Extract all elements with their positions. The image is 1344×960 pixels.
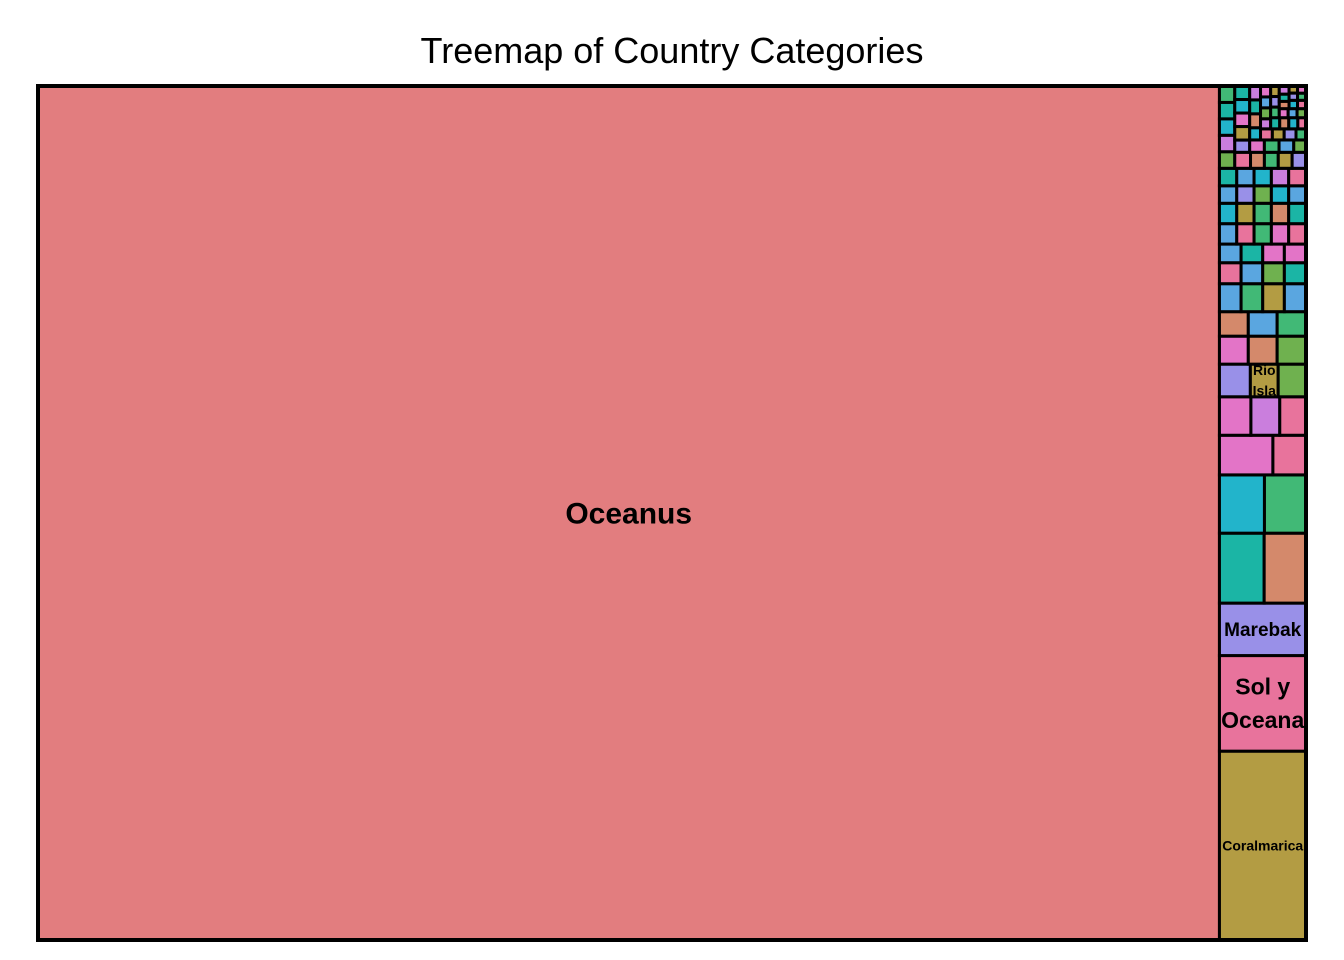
tile-item-14 xyxy=(1217,362,1252,399)
tile-item-29 xyxy=(1282,261,1308,286)
tile-item-23 xyxy=(1239,282,1265,314)
tile-item-42 xyxy=(1269,201,1291,226)
tile-item-73 xyxy=(1248,84,1263,102)
tile-item-18 xyxy=(1275,334,1308,366)
tile-item-57 xyxy=(1217,133,1237,154)
tile-item-43 xyxy=(1287,201,1308,226)
tile-item-41 xyxy=(1252,201,1273,226)
label-rio-isla: Rio Isla xyxy=(1253,362,1277,398)
tile-item-79 xyxy=(1282,127,1298,142)
treemap-tiles xyxy=(36,84,1308,942)
tile-item-44 xyxy=(1217,184,1239,205)
tile-item-74 xyxy=(1248,98,1263,116)
tile-item-78 xyxy=(1270,127,1286,142)
tile-item-68 xyxy=(1233,138,1252,154)
tile-item-63 xyxy=(1290,150,1308,170)
tile-item-27 xyxy=(1239,261,1265,286)
tile-item-39 xyxy=(1217,201,1239,226)
tile-item-9 xyxy=(1249,395,1282,437)
tile-item-59 xyxy=(1233,150,1253,170)
plot-frame xyxy=(36,84,1308,942)
tile-item-26 xyxy=(1217,261,1243,286)
tile-item-17 xyxy=(1246,334,1279,366)
tile-item-46 xyxy=(1252,184,1273,205)
tile-item-51 xyxy=(1252,166,1273,188)
tile-item-77 xyxy=(1259,127,1274,142)
tile-item-76 xyxy=(1248,126,1263,142)
tile-item-56 xyxy=(1217,117,1237,137)
tile-item-58 xyxy=(1217,150,1237,170)
tile-item-64 xyxy=(1233,84,1252,102)
tile-sol-y-oceana xyxy=(1217,654,1308,753)
tile-item-25 xyxy=(1282,282,1308,314)
label-coralmarica: Coralmarica xyxy=(1222,837,1303,853)
tile-item-66 xyxy=(1233,111,1252,129)
tile-item-28 xyxy=(1261,261,1286,286)
tile-item-61 xyxy=(1262,150,1280,170)
tile-item-5 xyxy=(1217,531,1266,605)
tile-item-32 xyxy=(1261,242,1286,265)
tile-item-83 xyxy=(1259,106,1273,121)
tile-item-71 xyxy=(1277,138,1296,154)
tile-item-65 xyxy=(1233,98,1252,115)
label-oceanus: Oceanus xyxy=(565,498,692,531)
tile-item-33 xyxy=(1282,242,1308,265)
tile-item-75 xyxy=(1248,112,1263,130)
tile-item-20 xyxy=(1246,310,1279,338)
tile-item-69 xyxy=(1248,138,1266,154)
tile-item-6 xyxy=(1217,473,1266,535)
tile-item-12 xyxy=(1271,433,1308,477)
tile-item-35 xyxy=(1235,222,1256,246)
tile-item-60 xyxy=(1249,150,1266,170)
tile-oceanus xyxy=(36,84,1221,942)
tile-item-49 xyxy=(1217,166,1239,188)
tile-item-48 xyxy=(1287,184,1308,205)
tile-item-31 xyxy=(1239,242,1265,265)
tile-item-13 xyxy=(1278,395,1308,437)
tile-item-16 xyxy=(1217,334,1250,366)
tile-item-4 xyxy=(1262,531,1308,605)
tile-item-40 xyxy=(1235,201,1256,226)
tile-item-53 xyxy=(1287,166,1308,188)
treemap-labels: Oceanus Coralmarica Sol y Oceana Marebak Rio I… xyxy=(565,362,1304,853)
tile-item-7 xyxy=(1262,473,1308,535)
tile-item-24 xyxy=(1261,282,1286,314)
tile-item-52 xyxy=(1269,166,1291,188)
tile-item-22 xyxy=(1217,282,1243,314)
chart-title: Treemap of Country Categories xyxy=(420,30,924,71)
tile-item-70 xyxy=(1262,138,1281,154)
tile-item-8 xyxy=(1217,433,1275,477)
tile-item-55 xyxy=(1217,100,1237,121)
tile-item-34 xyxy=(1217,222,1239,246)
tile-marebak xyxy=(1217,601,1308,658)
tile-item-67 xyxy=(1233,125,1252,142)
tile-item-30 xyxy=(1217,242,1243,265)
tile-item-54 xyxy=(1217,84,1237,104)
tile-item-11 xyxy=(1217,395,1253,437)
tile-item-47 xyxy=(1269,184,1291,205)
tile-rio-isla xyxy=(1248,362,1280,399)
tile-item-45 xyxy=(1235,184,1256,205)
tile-item-62 xyxy=(1276,150,1294,170)
tile-item-15 xyxy=(1276,362,1308,399)
tile-item-84 xyxy=(1259,117,1273,131)
tile-item-36 xyxy=(1252,222,1273,246)
tile-item-19 xyxy=(1217,310,1250,338)
tile-item-50 xyxy=(1235,166,1256,188)
tile-item-21 xyxy=(1275,310,1308,338)
tile-item-38 xyxy=(1287,222,1308,246)
label-sol-y-oceana: Sol y Oceana xyxy=(1221,674,1304,733)
tile-item-37 xyxy=(1269,222,1291,246)
tile-item-82 xyxy=(1259,95,1273,110)
label-marebak: Marebak xyxy=(1224,620,1302,641)
